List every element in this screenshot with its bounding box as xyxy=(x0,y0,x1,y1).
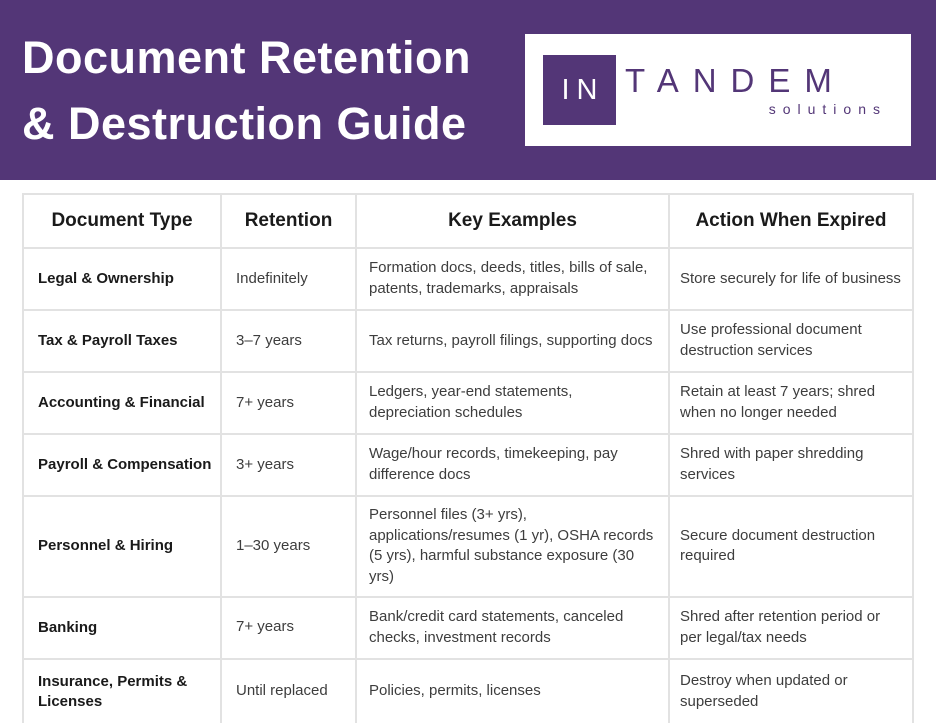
column-header-action-when-expired: Action When Expired xyxy=(668,193,914,249)
column-header-document-type: Document Type xyxy=(22,193,222,249)
examples-cell: Tax returns, payroll filings, supporting… xyxy=(355,309,670,373)
retention-cell: 7+ years xyxy=(220,595,357,660)
header-banner: Document Retention & Destruction Guide I… xyxy=(0,0,936,180)
table-row: Insurance, Permits & Licenses Until repl… xyxy=(22,657,914,723)
table-row: Tax & Payroll Taxes 3–7 years Tax return… xyxy=(22,309,914,373)
logo-mark-square: IN xyxy=(543,55,616,125)
action-cell: Destroy when updated or superseded xyxy=(668,657,914,723)
document-type-cell: Legal & Ownership xyxy=(22,247,222,311)
examples-cell: Policies, permits, licenses xyxy=(355,657,670,723)
table-row: Personnel & Hiring 1–30 years Personnel … xyxy=(22,495,914,598)
table-row: Banking 7+ years Bank/credit card statem… xyxy=(22,595,914,660)
column-header-retention: Retention xyxy=(220,193,357,249)
document-type-cell: Insurance, Permits & Licenses xyxy=(22,657,222,723)
examples-cell: Bank/credit card statements, canceled ch… xyxy=(355,595,670,660)
action-cell: Secure document destruction required xyxy=(668,495,914,598)
document-type-cell: Tax & Payroll Taxes xyxy=(22,309,222,373)
retention-cell: Until replaced xyxy=(220,657,357,723)
retention-cell: 7+ years xyxy=(220,371,357,435)
document-type-cell: Personnel & Hiring xyxy=(22,495,222,598)
intandem-logo: IN TANDEM solutions xyxy=(525,34,911,146)
examples-cell: Formation docs, deeds, titles, bills of … xyxy=(355,247,670,311)
action-cell: Shred with paper shredding services xyxy=(668,433,914,497)
table-row: Accounting & Financial 7+ years Ledgers,… xyxy=(22,371,914,435)
table-header-row: Document Type Retention Key Examples Act… xyxy=(22,193,914,249)
retention-table: Document Type Retention Key Examples Act… xyxy=(22,193,914,723)
examples-cell: Personnel files (3+ yrs), applications/r… xyxy=(355,495,670,598)
action-cell: Use professional document destruction se… xyxy=(668,309,914,373)
retention-cell: 3+ years xyxy=(220,433,357,497)
logo-tagline: solutions xyxy=(768,101,887,117)
document-type-cell: Accounting & Financial xyxy=(22,371,222,435)
title-line-1: Document Retention xyxy=(22,32,472,83)
table-row: Legal & Ownership Indefinitely Formation… xyxy=(22,247,914,311)
logo-name: TANDEM xyxy=(625,62,846,99)
action-cell: Store securely for life of business xyxy=(668,247,914,311)
action-cell: Shred after retention period or per lega… xyxy=(668,595,914,660)
column-header-key-examples: Key Examples xyxy=(355,193,670,249)
logo-text: TANDEM solutions xyxy=(625,62,895,118)
retention-cell: 3–7 years xyxy=(220,309,357,373)
document-type-cell: Payroll & Compensation xyxy=(22,433,222,497)
examples-cell: Wage/hour records, timekeeping, pay diff… xyxy=(355,433,670,497)
table-row: Payroll & Compensation 3+ years Wage/hou… xyxy=(22,433,914,497)
retention-cell: Indefinitely xyxy=(220,247,357,311)
page-title: Document Retention & Destruction Guide xyxy=(22,25,471,157)
title-line-2: & Destruction Guide xyxy=(22,98,467,149)
document-type-cell: Banking xyxy=(22,595,222,660)
retention-table-container: Document Type Retention Key Examples Act… xyxy=(22,193,914,723)
retention-cell: 1–30 years xyxy=(220,495,357,598)
examples-cell: Ledgers, year-end statements, depreciati… xyxy=(355,371,670,435)
action-cell: Retain at least 7 years; shred when no l… xyxy=(668,371,914,435)
